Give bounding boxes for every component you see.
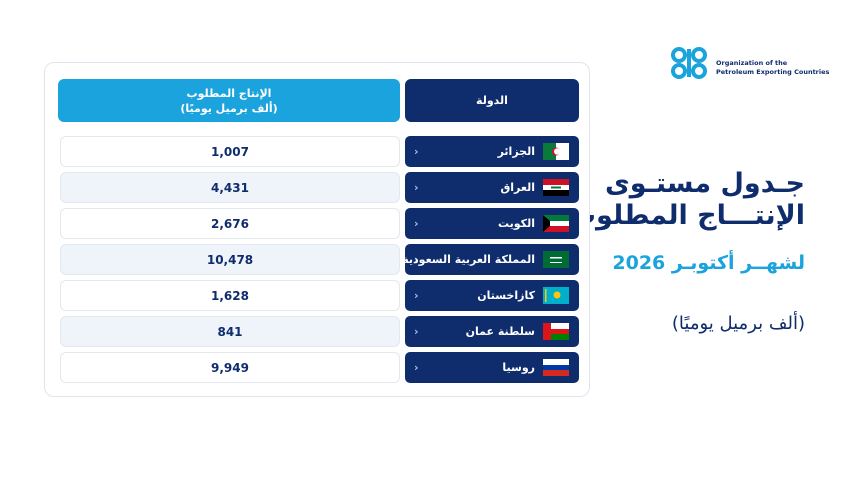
value: 10,478 [206, 252, 254, 267]
country-cell: › العراق [405, 172, 579, 203]
value-cell: 9,949 [60, 352, 400, 383]
country-cell: › روسيا [405, 352, 579, 383]
country-name: سلطنة عمان [465, 325, 535, 338]
flag [543, 287, 569, 304]
value: 4,431 [211, 180, 249, 195]
country-name: العراق [500, 181, 535, 194]
header-sublabel: (ألف برميل يوميًا) [180, 101, 278, 115]
chevron: › [414, 181, 419, 194]
country-name: الجزائر [497, 145, 535, 158]
column-header: الدولة [405, 79, 579, 122]
header-label: الدولة [476, 94, 508, 107]
value-cell: 1,007 [60, 136, 400, 167]
chevron: › [414, 217, 419, 230]
chevron: › [414, 145, 419, 158]
country-name: كازاخستان [477, 289, 535, 302]
value: 9,949 [211, 360, 249, 375]
unit-note: (ألف برميل يوميًا) [671, 313, 805, 334]
country-cell: › الكويت [405, 208, 579, 239]
value-cell: 10,478 [60, 244, 400, 275]
flag [543, 251, 569, 268]
flag [543, 323, 569, 340]
flag [543, 143, 569, 160]
flag [543, 179, 569, 196]
country-cell: › سلطنة عمان [405, 316, 579, 347]
value: 1,007 [211, 144, 249, 159]
value-cell: 1,628 [60, 280, 400, 311]
country-cell: › المملكة العربية السعودية [402, 244, 579, 275]
chevron: › [414, 361, 419, 374]
value: 841 [217, 324, 243, 339]
value-cell: 841 [60, 316, 400, 347]
chevron: › [414, 325, 419, 338]
value-cell: 4,431 [60, 172, 400, 203]
flag [543, 359, 569, 376]
subtitle: لشهــر أكتوبـر 2026 [612, 252, 805, 274]
title: جـدول مستـوى [604, 168, 805, 199]
logo-line: Organization of the [716, 59, 788, 67]
country-name: روسيا [502, 361, 535, 374]
value-cell: 2,676 [60, 208, 400, 239]
logo-text: Organization of the Petroleum Exporting … [716, 59, 829, 77]
logo-mark [671, 47, 707, 79]
column-header: الإنتاج المطلوب (ألف برميل يوميًا) [58, 79, 400, 122]
logo-line: Petroleum Exporting Countries [716, 68, 830, 76]
title: الإنتـــاج المطلوب [568, 200, 805, 231]
country-cell: › الجزائر [405, 136, 579, 167]
header-label: الإنتاج المطلوب [186, 86, 272, 100]
value: 2,676 [211, 216, 249, 231]
value: 1,628 [211, 288, 249, 303]
country-name: الكويت [498, 217, 535, 230]
country-cell: › كازاخستان [405, 280, 579, 311]
chevron: › [414, 253, 419, 266]
chevron: › [414, 289, 419, 302]
country-name: المملكة العربية السعودية [402, 253, 535, 266]
flag [543, 215, 569, 232]
